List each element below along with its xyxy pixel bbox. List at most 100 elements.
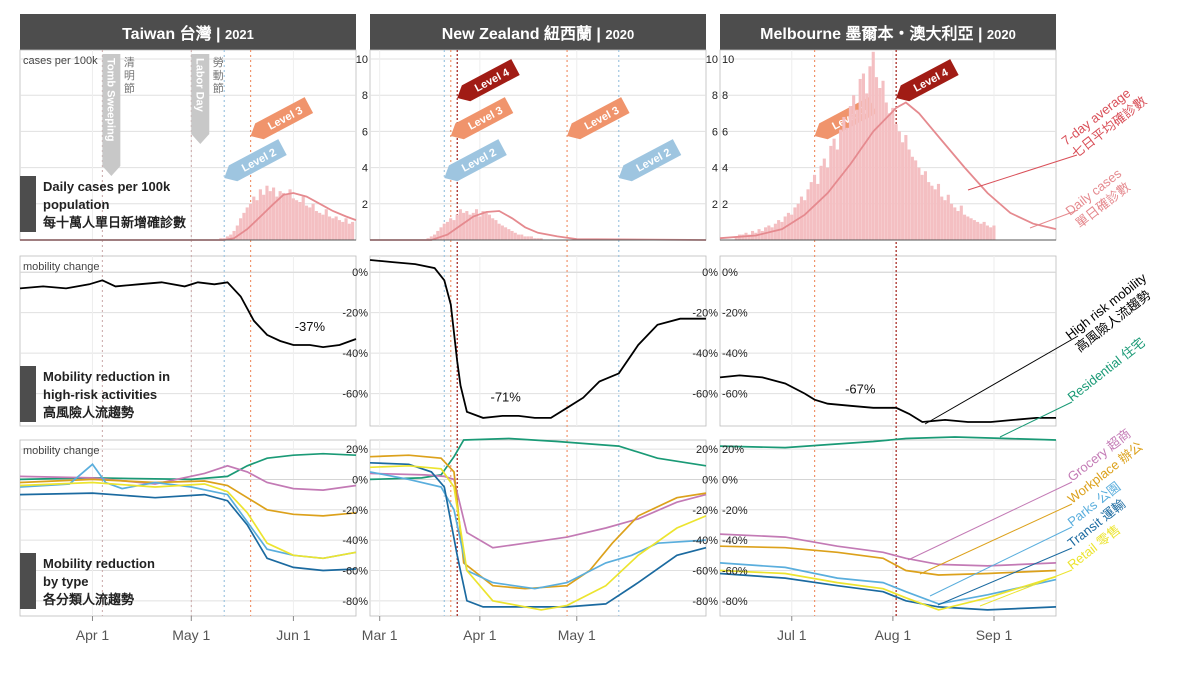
daily-case-bar (832, 138, 836, 240)
daily-case-bar (845, 127, 849, 240)
daily-case-bar (858, 78, 862, 240)
panel-title: Melbourne 墨爾本・澳大利亞 | 2020 (760, 24, 1016, 43)
x-tick-label: Sep 1 (976, 627, 1013, 643)
y-tick-label: -20% (722, 308, 748, 320)
daily-case-bar (436, 230, 440, 240)
daily-case-bar (475, 209, 479, 240)
daily-case-bar (268, 191, 272, 240)
daily-case-bar (943, 200, 947, 240)
daily-case-bar (285, 194, 289, 240)
series-line-transit (719, 572, 1057, 611)
y-tick-label: 2 (362, 199, 368, 211)
row-label-en: by type (43, 574, 89, 589)
daily-case-bar (910, 156, 914, 240)
daily-case-bar (786, 212, 790, 240)
x-tick-label: Aug 1 (875, 627, 912, 643)
daily-case-bar (747, 234, 751, 240)
daily-case-bar (822, 158, 826, 240)
daily-case-bar (940, 196, 944, 240)
daily-case-bar (321, 214, 325, 240)
panel-strip (20, 14, 356, 50)
y-tick-label: 2 (712, 199, 718, 211)
daily-case-bar (855, 109, 859, 240)
y-tick-label: -40% (342, 348, 368, 360)
daily-case-bar (783, 216, 787, 240)
y-tick-label: 0% (722, 474, 738, 486)
daily-case-bar (344, 218, 348, 240)
high-risk-mobility-line (19, 279, 357, 349)
daily-case-bar (852, 95, 856, 240)
daily-case-bar (281, 192, 286, 240)
y-tick-label: -20% (342, 505, 368, 517)
daily-case-bar (539, 238, 543, 240)
daily-case-bar (433, 234, 437, 240)
daily-case-bar (989, 227, 993, 240)
daily-case-bar (904, 135, 908, 240)
y-tick-label: 8 (722, 90, 728, 102)
daily-case-bar (881, 80, 885, 240)
panel-title: Taiwan 台灣 | 2021 (122, 24, 254, 43)
daily-case-bar (536, 238, 540, 240)
daily-case-bar (884, 102, 888, 240)
daily-case-bar (956, 211, 960, 240)
daily-case-bar (526, 236, 530, 240)
daily-case-bar (533, 238, 537, 240)
daily-case-bar (979, 223, 983, 240)
daily-case-bar (963, 214, 967, 240)
facet-panel (19, 439, 357, 617)
y-tick-label: 20% (696, 444, 718, 456)
daily-case-bar (953, 207, 957, 240)
y-tick-label: 0% (722, 267, 738, 279)
axis-note: mobility change (23, 261, 99, 273)
daily-case-bar (888, 113, 892, 240)
y-tick-label: -60% (722, 565, 748, 577)
row-label-en: Mobility reduction in (43, 369, 170, 384)
daily-case-bar (835, 149, 839, 240)
row-label-marker (20, 553, 36, 609)
daily-case-bar (966, 216, 970, 240)
daily-case-bar (468, 214, 472, 240)
daily-case-bar (484, 212, 488, 240)
daily-case-bar (494, 220, 498, 240)
daily-case-bar (809, 182, 813, 240)
daily-case-bar (229, 234, 233, 240)
daily-case-bar (871, 51, 875, 240)
holiday-label-en: Labor Day (193, 58, 205, 113)
daily-case-bar (478, 216, 482, 240)
daily-case-bar (923, 171, 927, 240)
daily-case-bar (334, 216, 338, 240)
daily-case-bar (304, 205, 309, 240)
daily-case-bar (265, 185, 269, 240)
legend-leader-cases-avg (967, 154, 1078, 191)
daily-case-bar (760, 230, 764, 240)
cases-7day-avg-line (20, 192, 357, 241)
cases-7day-avg-line (370, 210, 707, 241)
high-risk-annotation: -71% (491, 390, 522, 405)
daily-case-bar (462, 212, 466, 240)
series-line-grocery (369, 472, 707, 549)
daily-case-bar (481, 211, 485, 240)
legend-leader-grocery (907, 481, 1073, 561)
daily-case-bar (272, 187, 276, 240)
y-tick-label: -40% (722, 348, 748, 360)
row-label-zh: 各分類人流趨勢 (42, 592, 134, 607)
daily-case-bar (848, 106, 852, 240)
daily-case-bar (520, 234, 524, 240)
y-tick-label: 0% (702, 267, 718, 279)
daily-case-bar (894, 124, 898, 240)
daily-case-bar (275, 196, 279, 240)
y-tick-label: -80% (722, 596, 748, 608)
series-line-residential (719, 436, 1057, 449)
x-tick-label: Jul 1 (777, 627, 807, 643)
high-risk-annotation: -67% (845, 382, 876, 397)
panel-strip (720, 14, 1056, 50)
daily-case-bar (517, 234, 521, 240)
daily-case-bar (780, 221, 784, 240)
daily-case-bar (301, 196, 305, 240)
daily-case-bar (235, 225, 239, 240)
x-tick-label: May 1 (172, 627, 210, 643)
row-label-en: population (43, 197, 109, 212)
y-tick-label: -40% (342, 535, 368, 547)
daily-case-bar (803, 200, 807, 240)
series-line-retail (19, 481, 357, 560)
